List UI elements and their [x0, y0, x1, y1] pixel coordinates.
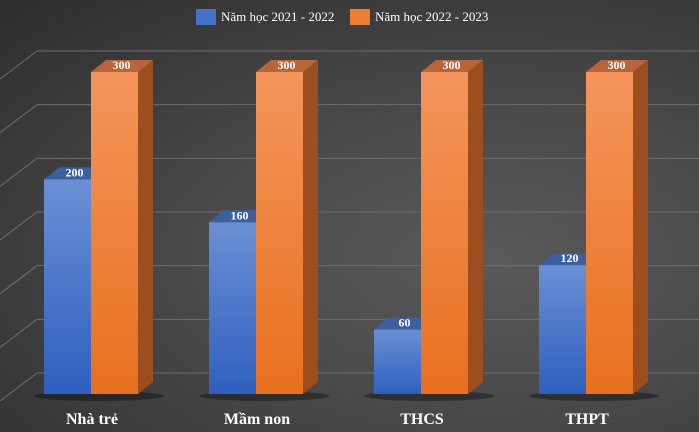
- category-label: Mầm non: [224, 411, 290, 428]
- bar-2021-2022: [44, 179, 91, 394]
- bar-side: [633, 60, 648, 394]
- data-label: 60: [399, 316, 411, 330]
- legend-label: Năm học 2022 - 2023: [375, 9, 489, 24]
- bar-2022-2023: [586, 72, 633, 394]
- bar-top: [256, 60, 318, 72]
- gridline-side: [0, 265, 38, 295]
- gridline-side: [0, 211, 38, 241]
- data-label: 300: [113, 58, 131, 72]
- bar-2022-2023: [256, 72, 303, 394]
- bar-top: [539, 253, 601, 266]
- bar-2021-2022: [539, 265, 586, 394]
- bar-top: [44, 167, 106, 180]
- bar-2021-2022: [374, 329, 421, 394]
- data-label: 300: [608, 58, 626, 72]
- bar-top: [421, 60, 483, 72]
- bar-top: [91, 60, 153, 72]
- legend-item-series-2: Năm học 2022 - 2023: [350, 9, 488, 25]
- bar-top: [209, 210, 271, 223]
- gridline-side: [0, 372, 38, 402]
- data-label: 300: [443, 58, 461, 72]
- data-label: 200: [66, 165, 84, 179]
- gridline-side: [0, 50, 38, 80]
- bar-2022-2023: [91, 72, 138, 394]
- bar-2021-2022: [209, 222, 256, 394]
- data-label: 300: [278, 58, 296, 72]
- data-label: 160: [231, 208, 249, 222]
- legend-swatch-orange: [350, 9, 370, 25]
- gridline-side: [0, 318, 38, 348]
- legend-label: Năm học 2021 - 2022: [221, 9, 335, 24]
- category-label: THPT: [565, 411, 609, 428]
- bar-top: [374, 317, 436, 330]
- data-label: 120: [561, 251, 579, 265]
- bar-side: [468, 60, 483, 394]
- bar-2022-2023: [421, 72, 468, 394]
- legend-item-series-1: Năm học 2021 - 2022: [196, 9, 334, 25]
- bar-side: [303, 60, 318, 394]
- bar-top: [586, 60, 648, 72]
- legend-swatch-blue: [196, 9, 216, 25]
- bar-side: [138, 60, 153, 394]
- gridline-side: [0, 104, 38, 134]
- category-label: THCS: [400, 411, 444, 428]
- category-label: Nhà trẻ: [66, 411, 118, 428]
- gridline-side: [0, 157, 38, 187]
